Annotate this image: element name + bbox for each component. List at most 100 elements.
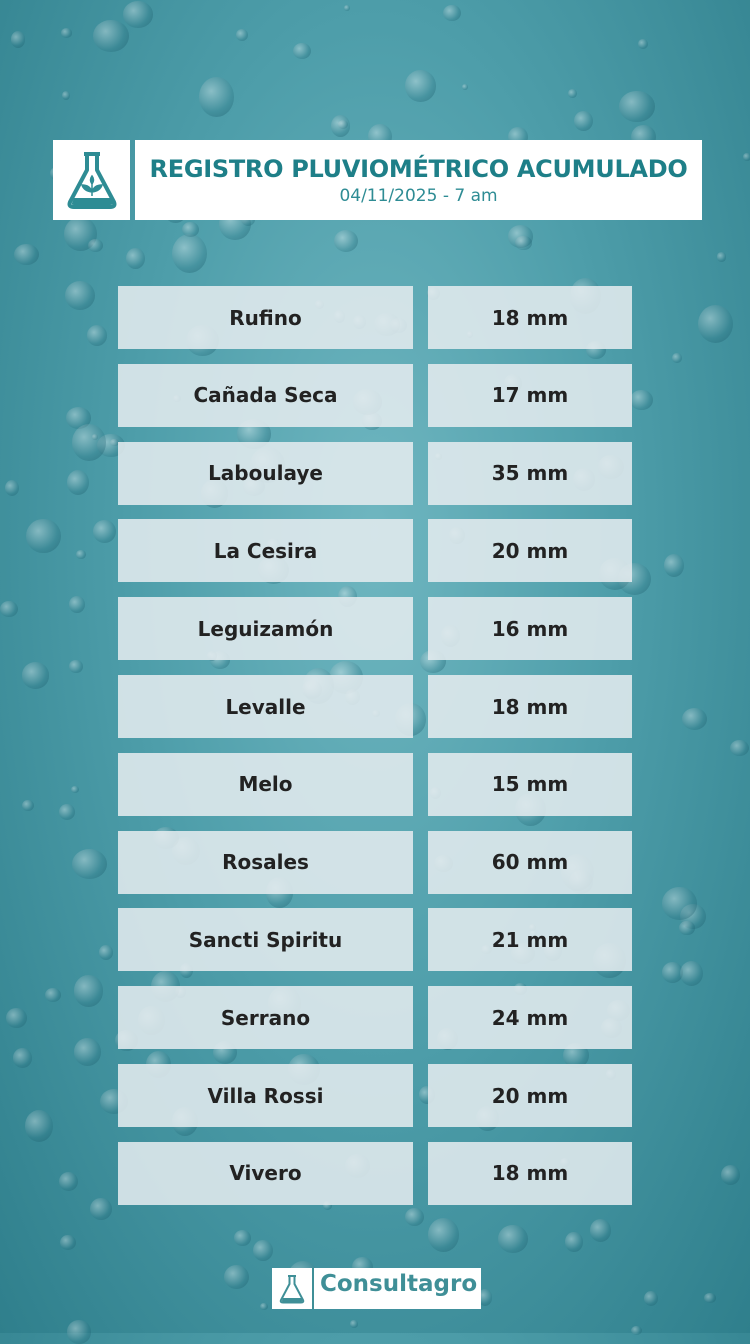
rainfall-value: 20 mm (428, 1064, 632, 1127)
raindrop (12, 1047, 32, 1068)
rainfall-value: 18 mm (428, 675, 632, 738)
raindrop (67, 470, 89, 495)
raindrop (22, 800, 34, 812)
rainfall-value: 35 mm (428, 441, 632, 505)
raindrop (10, 31, 26, 49)
raindrop (477, 1289, 493, 1306)
brand-name: Consultagro (320, 1271, 478, 1297)
raindrop (236, 28, 249, 41)
raindrop (74, 1038, 102, 1066)
raindrop (567, 88, 577, 98)
raindrop (253, 1240, 273, 1261)
raindrop (224, 1264, 249, 1289)
raindrop (45, 988, 62, 1003)
table-row: La Cesira 20 mm (118, 519, 632, 583)
raindrop (333, 229, 359, 253)
raindrop (233, 1229, 252, 1247)
raindrop (343, 4, 350, 11)
raindrop (590, 1219, 612, 1242)
location-name: Rosales (118, 830, 413, 894)
location-name: Villa Rossi (118, 1064, 413, 1127)
raindrop (66, 406, 91, 429)
raindrop (679, 961, 703, 987)
raindrop (62, 91, 71, 101)
location-name: Levalle (118, 675, 413, 738)
raindrop (337, 120, 348, 130)
raindrop (71, 423, 107, 461)
raindrop (110, 438, 119, 447)
table-row: Villa Rossi 20 mm (118, 1064, 632, 1127)
rainfall-value: 15 mm (428, 752, 632, 816)
flask-plant-icon (53, 140, 130, 220)
raindrop (125, 248, 145, 270)
location-name: Sancti Spiritu (118, 908, 413, 972)
raindrop (330, 114, 351, 137)
page-title: REGISTRO PLUVIOMÉTRICO ACUMULADO (149, 155, 688, 183)
raindrop (76, 549, 86, 559)
raindrop (21, 662, 50, 689)
raindrop (71, 785, 80, 794)
raindrop (743, 152, 750, 161)
raindrop (716, 252, 727, 262)
raindrop (643, 1290, 658, 1307)
raindrop (61, 27, 73, 38)
table-row: Laboulaye 35 mm (118, 441, 632, 505)
rainfall-value: 17 mm (428, 363, 632, 427)
table-row: Sancti Spiritu 21 mm (118, 908, 632, 972)
rainfall-value: 18 mm (428, 1141, 632, 1205)
raindrop (443, 4, 462, 22)
footer-logo: Consultagro (272, 1268, 481, 1309)
raindrop (90, 1198, 113, 1220)
raindrop (92, 520, 116, 544)
raindrop (619, 91, 655, 123)
raindrop (86, 325, 108, 347)
raindrop (58, 1171, 79, 1191)
table-row: Vivero 18 mm (118, 1141, 632, 1205)
location-name: La Cesira (118, 519, 413, 583)
raindrop (69, 659, 84, 674)
header: REGISTRO PLUVIOMÉTRICO ACUMULADO 04/11/2… (53, 140, 702, 220)
raindrop (497, 1225, 528, 1253)
raindrop (682, 708, 708, 731)
raindrop (260, 1302, 268, 1311)
raindrop (697, 304, 733, 344)
raindrop (13, 243, 40, 266)
raindrop (427, 1217, 460, 1252)
raindrop (98, 945, 114, 960)
table-row: Melo 15 mm (118, 752, 632, 816)
raindrop (704, 1292, 716, 1303)
location-name: Melo (118, 752, 413, 816)
raindrop (720, 1165, 740, 1186)
raindrop (63, 217, 97, 251)
raindrop (638, 38, 649, 50)
rainfall-value: 24 mm (428, 986, 632, 1050)
raindrop (0, 600, 18, 618)
table-row: Rosales 60 mm (118, 830, 632, 894)
table-row: Rufino 18 mm (118, 286, 632, 349)
location-name: Leguizamón (118, 597, 413, 661)
raindrop (97, 433, 125, 457)
raindrop (68, 596, 85, 614)
raindrop (507, 224, 534, 248)
table-row: Levalle 18 mm (118, 675, 632, 738)
location-name: Laboulaye (118, 441, 413, 505)
raindrop (71, 848, 108, 880)
raindrop (58, 803, 75, 820)
table-row: Leguizamón 16 mm (118, 597, 632, 661)
rainfall-value: 20 mm (428, 519, 632, 583)
table-row: Cañada Seca 17 mm (118, 363, 632, 427)
raindrop (679, 903, 706, 930)
raindrop (181, 221, 199, 238)
title-box: REGISTRO PLUVIOMÉTRICO ACUMULADO 04/11/2… (135, 140, 702, 220)
raindrop (629, 389, 653, 411)
raindrop (515, 235, 532, 250)
raindrop (73, 975, 104, 1007)
date-subtitle: 04/11/2025 - 7 am (339, 186, 498, 206)
raindrop (26, 518, 62, 554)
raindrop (25, 1110, 54, 1143)
raindrop (93, 20, 129, 53)
raindrop (350, 1320, 358, 1328)
raindrop (631, 1326, 643, 1336)
location-name: Rufino (118, 286, 413, 349)
raindrop (322, 1201, 333, 1211)
